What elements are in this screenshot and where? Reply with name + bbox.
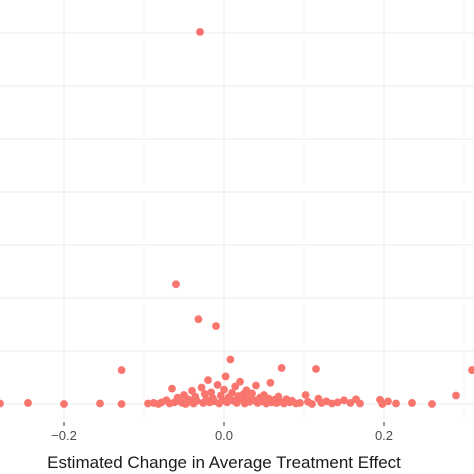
data-point xyxy=(468,366,474,374)
gridlines xyxy=(0,0,474,422)
x-axis-title: Estimated Change in Average Treatment Ef… xyxy=(47,453,401,472)
data-point xyxy=(346,399,355,407)
data-point xyxy=(172,280,180,289)
data-point xyxy=(213,381,222,389)
data-points xyxy=(0,28,474,408)
data-point xyxy=(333,398,342,407)
plot-panel xyxy=(0,0,474,422)
data-point xyxy=(0,399,4,408)
data-point xyxy=(312,365,320,373)
data-point xyxy=(117,400,126,408)
data-point xyxy=(266,378,275,387)
data-point xyxy=(231,382,240,391)
data-point xyxy=(212,322,220,330)
data-point xyxy=(356,399,364,408)
data-point xyxy=(144,399,152,408)
data-point xyxy=(60,400,68,408)
data-point xyxy=(452,391,460,400)
data-point xyxy=(117,366,126,374)
data-point xyxy=(252,381,260,390)
data-point xyxy=(194,315,203,324)
data-point xyxy=(408,399,416,407)
data-point xyxy=(168,384,176,393)
x-tick-label: 0.0 xyxy=(215,428,233,443)
data-point xyxy=(221,372,230,381)
data-point xyxy=(220,385,228,394)
data-point xyxy=(296,399,304,407)
data-point xyxy=(188,386,196,395)
data-point xyxy=(192,396,201,405)
data-point xyxy=(24,399,32,407)
data-point xyxy=(340,396,348,405)
data-point xyxy=(228,388,236,397)
x-tick-label: −0.2 xyxy=(51,428,77,443)
x-tick-label: 0.2 xyxy=(375,428,393,443)
data-point xyxy=(196,28,204,36)
data-point xyxy=(236,377,244,386)
data-point xyxy=(308,400,316,408)
data-point xyxy=(197,383,206,392)
x-axis-ticks: −0.2 0.0 0.2 xyxy=(51,422,393,443)
data-point xyxy=(277,364,286,372)
data-point xyxy=(392,399,400,408)
data-point xyxy=(301,391,310,399)
data-point xyxy=(204,376,212,385)
data-point xyxy=(428,400,436,408)
data-point xyxy=(384,397,392,406)
data-point xyxy=(226,355,235,364)
data-point xyxy=(248,389,256,398)
data-point xyxy=(96,399,104,408)
